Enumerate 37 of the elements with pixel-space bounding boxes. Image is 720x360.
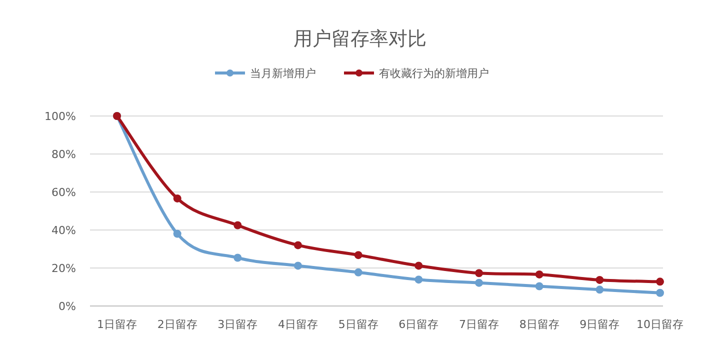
- point: [173, 194, 182, 202]
- x-tick-label: 10日留存: [636, 318, 684, 331]
- x-tick-label: 6日留存: [398, 318, 439, 331]
- point: [414, 262, 423, 270]
- point: [354, 251, 362, 260]
- point: [173, 230, 182, 238]
- x-tick-label: 1日留存: [97, 318, 137, 331]
- y-tick-label: 80%: [52, 148, 76, 161]
- title: 用户留存率对比: [294, 28, 426, 50]
- point: [234, 254, 242, 262]
- x-tick-label: 3日留存: [218, 318, 258, 331]
- y-tick-label: 60%: [52, 186, 76, 199]
- point: [294, 241, 302, 250]
- y-tick-label: 40%: [52, 224, 76, 237]
- x-tick-label: 8日留存: [519, 318, 560, 331]
- point: [475, 269, 483, 278]
- point: [234, 221, 242, 230]
- point: [414, 276, 423, 284]
- legend-label: 当月新增用户: [250, 67, 316, 80]
- x-tick-label: 5日留存: [338, 318, 378, 331]
- point: [535, 270, 544, 278]
- legend-label: 有收藏行为的新增用户: [379, 67, 489, 80]
- point: [294, 262, 302, 270]
- y-tick-label: 20%: [52, 262, 76, 275]
- point: [354, 268, 362, 276]
- point: [475, 278, 483, 287]
- point: [596, 276, 604, 284]
- y-tick-label: 0%: [58, 300, 76, 313]
- x-tick-label: 4日留存: [278, 318, 318, 331]
- y-tick-label: 100%: [44, 110, 76, 123]
- point: [656, 288, 664, 297]
- x-tick-label: 2日留存: [157, 318, 198, 331]
- point: [596, 286, 604, 294]
- point: [656, 278, 664, 286]
- x-tick-label: 9日留存: [580, 318, 620, 331]
- point: [535, 282, 544, 290]
- x-tick-label: 7日留存: [459, 318, 499, 331]
